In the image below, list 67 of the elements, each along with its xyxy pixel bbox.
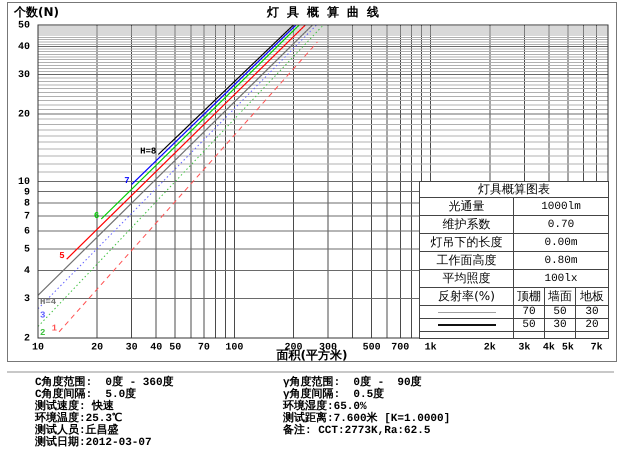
y-tick-label: 10 <box>18 177 30 188</box>
y-axis-title: 个数(N) <box>13 5 60 20</box>
y-tick-label: 5 <box>24 244 30 256</box>
x-tick-label: 700 <box>391 342 410 354</box>
text: 备注: CCT:2773K,Ra:62.5 <box>283 425 432 437</box>
x-tick-label: 1k <box>424 342 437 354</box>
annotation: 墙面 <box>548 288 572 305</box>
annotation: 灯吊下的长度 <box>430 234 502 251</box>
y-tick-label: 9 <box>24 187 30 198</box>
annotation: 0.80m <box>544 254 578 266</box>
annotation: 30 <box>585 306 599 318</box>
series-label: 2 <box>40 328 46 338</box>
x-tick-label: 30 <box>126 342 138 354</box>
text: 环境温度:25.3℃ <box>35 413 124 425</box>
text: 测试日期:2012-03-07 <box>35 437 153 449</box>
annotation: 反射率(%) <box>438 288 495 305</box>
x-tick-label: 3k <box>518 342 530 354</box>
y-tick-label: 2 <box>24 334 30 345</box>
series-label: 1 <box>52 324 58 334</box>
text: 测试速度: 快速 <box>35 401 114 413</box>
annotation: 地板 <box>580 288 604 305</box>
text: C角度间隔: 5.0度 <box>35 389 138 401</box>
annotation: 维护系数 <box>442 216 490 233</box>
annotation: 50 <box>553 306 567 318</box>
y-tick-label: 3 <box>24 294 30 306</box>
y-tick-label: 7 <box>24 212 30 223</box>
y-tick-label: 8 <box>24 198 30 210</box>
annotation: 0.70 <box>548 218 574 230</box>
annotation: 光通量 <box>448 198 484 215</box>
series-label: 3 <box>40 310 46 321</box>
x-tick-label: 70 <box>198 342 210 354</box>
annotation: 70 <box>522 306 536 318</box>
text: 环境湿度:65.0% <box>283 401 367 413</box>
y-tick-label: 50 <box>18 20 30 32</box>
text: γ角度间隔: 0.5度 <box>283 389 386 401</box>
annotation: 灯具概算图表 <box>478 181 550 198</box>
annotation: 20 <box>585 319 599 331</box>
x-tick-label: 500 <box>362 342 381 354</box>
x-tick-label: 7k <box>590 342 603 354</box>
text: C角度范围: 0度 - 360度 <box>35 377 174 389</box>
annotation: 0.00m <box>544 236 578 248</box>
text: 测试人员:丘昌盛 <box>35 425 120 437</box>
text: 测试距离:7.600米 [K=1.0000] <box>283 413 450 425</box>
x-tick-label: 50 <box>169 342 182 354</box>
y-tick-label: 20 <box>18 110 30 121</box>
text: γ角度范围: 0度 - 90度 <box>283 377 423 389</box>
y-tick-label: 6 <box>24 226 30 238</box>
y-tick-label: 40 <box>18 42 30 54</box>
annotation: 1000lm <box>541 200 581 212</box>
x-tick-label: 40 <box>150 342 162 354</box>
x-tick-label: 20 <box>91 342 104 354</box>
x-tick-label: 100 <box>225 342 244 354</box>
y-tick-label: 30 <box>18 70 30 82</box>
x-tick-label: 2k <box>484 342 496 354</box>
annotation: 顶棚 <box>517 288 541 305</box>
series-label: H=4 <box>40 297 57 308</box>
annotation: 工作面高度 <box>436 252 496 269</box>
annotation: 100lx <box>544 272 578 284</box>
y-tick-label: 4 <box>24 266 30 278</box>
series-label: 5 <box>59 250 65 261</box>
x-tick-label: 10 <box>32 342 44 354</box>
x-tick-label: 5k <box>562 342 574 354</box>
annotation: 50 <box>522 319 536 331</box>
annotation: 30 <box>553 319 567 331</box>
x-tick-label: 4k <box>542 342 555 354</box>
annotation: 平均照度 <box>442 270 490 287</box>
chart-title: 灯具概算曲线 <box>266 5 387 20</box>
